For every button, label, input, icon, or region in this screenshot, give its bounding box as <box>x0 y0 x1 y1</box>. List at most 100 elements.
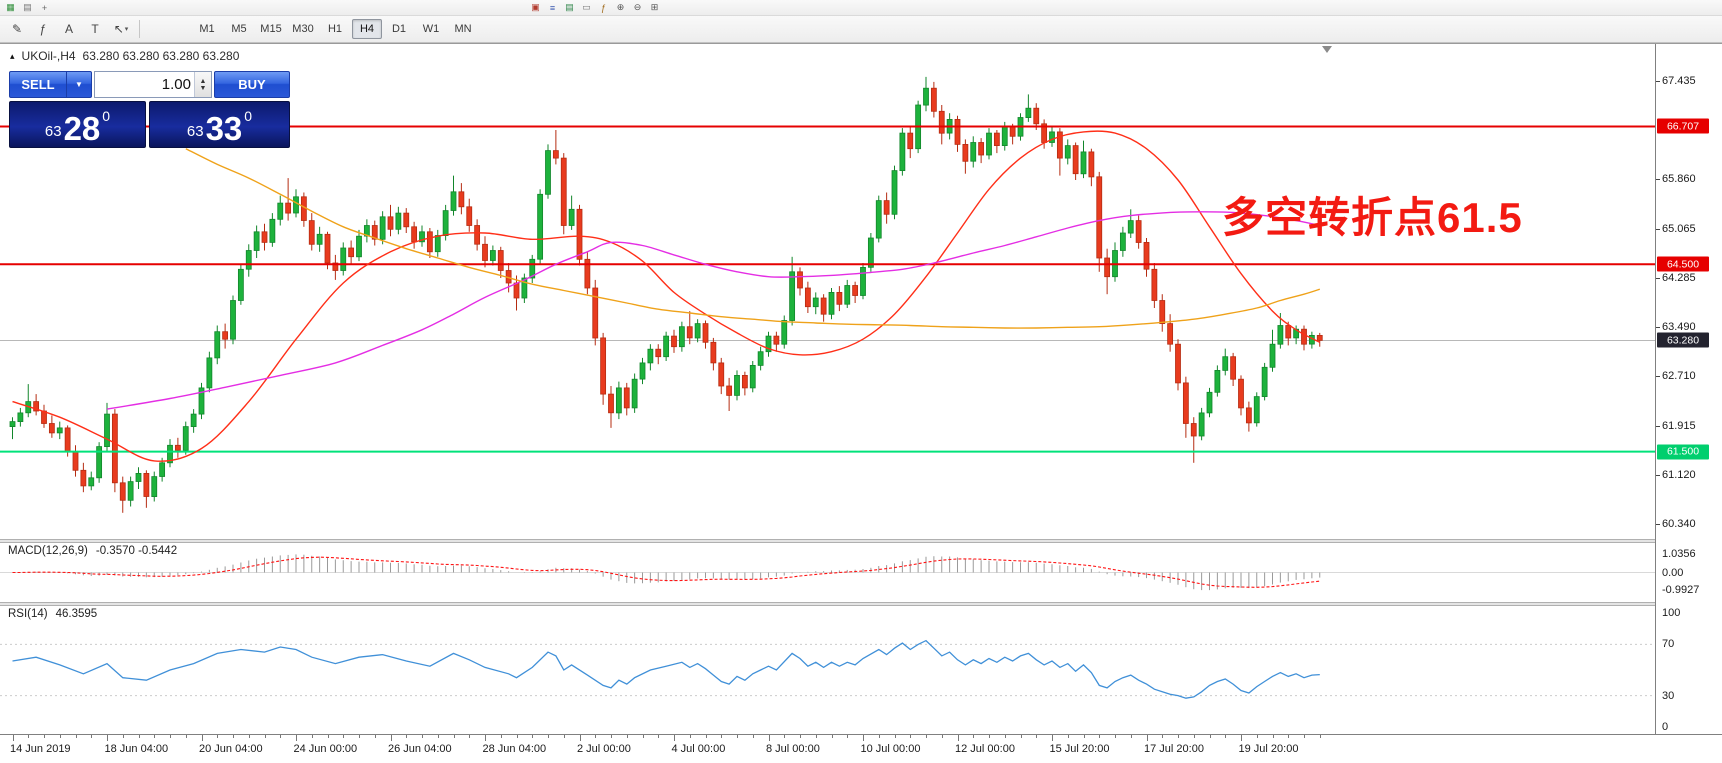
pointer-tool-icon[interactable]: ↖ ▾ <box>113 22 129 36</box>
ask-prefix: 63 <box>186 123 204 140</box>
time-major-tick <box>390 735 392 741</box>
zoom-in-icon[interactable]: ⊕ <box>616 2 625 12</box>
time-tick-label: 19 Jul 20:00 <box>1238 743 1299 755</box>
line-studies-group: ✎ ƒ A T ↖ ▾ <box>4 19 134 40</box>
timeframe-w1[interactable]: W1 <box>422 23 440 35</box>
time-minor-tick <box>563 735 565 738</box>
time-minor-tick <box>910 735 912 738</box>
time-minor-tick <box>1004 735 1006 738</box>
time-minor-tick <box>926 735 927 738</box>
time-minor-tick <box>469 735 471 738</box>
time-minor-tick <box>658 735 660 738</box>
rsi-tick-label: 70 <box>1662 638 1675 651</box>
chart-profiles-icon[interactable]: ▤ <box>23 2 32 12</box>
volume-spinner[interactable]: ▲ ▼ <box>194 72 211 97</box>
time-minor-tick <box>233 735 234 738</box>
zoom-out-icon[interactable]: ⊖ <box>633 2 642 12</box>
time-axis[interactable]: 14 Jun 2019 18 Jun 04:00 20 Jun 04:00 24 Ju… <box>0 734 1722 763</box>
time-major-tick <box>579 735 581 741</box>
time-tick-label: 12 Jul 00:00 <box>955 743 1015 755</box>
market-watch-icon[interactable]: ≡ <box>549 2 556 13</box>
price-level-label: 63.280 <box>1657 332 1709 348</box>
pane-separator[interactable] <box>0 602 1722 606</box>
spin-down-icon[interactable]: ▼ <box>199 84 207 92</box>
time-minor-tick <box>91 735 93 738</box>
time-minor-tick <box>721 735 723 738</box>
volume-input[interactable] <box>95 72 194 97</box>
trade-panel-dropdown-caret[interactable]: ▼ <box>67 71 92 98</box>
time-minor-tick <box>1304 735 1305 738</box>
tools-toolbar: ✎ ƒ A T ↖ ▾ M1 M5 M15 M30 H1 H4 D1 W1 MN <box>0 16 1722 43</box>
time-major-tick <box>674 735 675 741</box>
macd-indicator-canvas[interactable] <box>0 543 1655 602</box>
time-major-tick <box>1241 735 1242 741</box>
price-tick-label: 63.490 <box>1662 321 1696 334</box>
sell-button[interactable]: SELL <box>9 71 67 98</box>
price-level-label: 66.707 <box>1657 118 1709 134</box>
time-minor-tick <box>1067 735 1069 738</box>
timeframe-h1[interactable]: H1 <box>327 23 343 35</box>
time-minor-tick <box>1130 735 1132 738</box>
trade-controls-row: SELL ▼ ▲▼ BUY <box>9 71 290 98</box>
timeframe-bar: M1 M5 M15 M30 H1 H4 D1 W1 MN <box>191 19 479 39</box>
macd-title: MACD(12,26,9) <box>8 545 88 557</box>
time-minor-tick <box>1178 735 1179 738</box>
timeframe-m1[interactable]: M1 <box>199 23 215 35</box>
chart-shift-marker-icon[interactable] <box>1322 46 1332 53</box>
price-tick-label: 67.435 <box>1662 75 1696 87</box>
timeframe-m5[interactable]: M5 <box>231 23 247 35</box>
indicators-icon[interactable]: ƒ <box>600 2 606 13</box>
spin-up-icon[interactable]: ▲ <box>199 77 207 85</box>
pane-separator[interactable] <box>0 539 1722 543</box>
new-chart-icon[interactable]: ▦ <box>6 2 15 12</box>
time-minor-tick <box>1272 735 1274 738</box>
time-tick-label: 2 Jul 00:00 <box>577 743 631 755</box>
ma-slow-orange <box>185 148 1321 329</box>
time-minor-tick <box>973 735 975 738</box>
timeframe-m30[interactable]: M30 <box>292 23 314 35</box>
time-major-tick <box>957 735 959 741</box>
price-tick-mark <box>1656 425 1660 427</box>
time-minor-tick <box>170 735 171 738</box>
time-minor-tick <box>44 735 45 738</box>
price-tick-mark <box>1656 228 1660 230</box>
time-minor-tick <box>595 735 597 738</box>
time-minor-tick <box>642 735 644 738</box>
crosshair-icon[interactable]: + <box>41 2 48 13</box>
macd-values: -0.3570 -0.5442 <box>95 545 178 557</box>
time-minor-tick <box>75 735 77 738</box>
rsi-tick-label: 100 <box>1662 607 1681 619</box>
indicators-list-icon[interactable]: ƒ <box>39 22 47 36</box>
collapse-triangle-icon[interactable]: ▴ <box>10 50 15 61</box>
bid-prefix: 63 <box>44 123 62 140</box>
time-major-tick <box>296 735 297 741</box>
price-axis[interactable]: 67.435 65.860 65.065 64.285 63.490 62.710 61.9… <box>1655 44 1722 734</box>
buy-button[interactable]: BUY <box>214 71 290 98</box>
time-minor-tick <box>941 735 943 738</box>
price-tick-mark <box>1656 376 1660 378</box>
tile-windows-icon[interactable]: ⊞ <box>650 2 659 12</box>
text-tool-icon[interactable]: A <box>64 22 73 36</box>
time-major-tick <box>107 735 108 741</box>
volume-field-wrap: ▲▼ <box>94 71 212 98</box>
time-tick-label: 15 Jul 20:00 <box>1049 743 1110 755</box>
label-tool-icon[interactable]: T <box>91 22 99 36</box>
timeframe-m15[interactable]: M15 <box>260 23 282 35</box>
rsi-tick-label: 0 <box>1662 721 1669 733</box>
terminal-icon[interactable]: ▭ <box>582 2 591 12</box>
macd-tick-label: 1.0356 <box>1662 547 1696 560</box>
rsi-title: RSI(14) <box>8 608 48 620</box>
timeframe-mn[interactable]: MN <box>454 23 472 35</box>
standard-toolbar-mid-group: ▣ ≡ ▤ ▭ ƒ ⊕ ⊖ ⊞ <box>527 1 663 14</box>
timeframe-h4[interactable]: H4 <box>352 19 382 39</box>
rsi-indicator-canvas[interactable] <box>0 606 1655 734</box>
one-click-trading-panel: SELL ▼ ▲▼ BUY 63 28 0 63 33 0 <box>9 71 290 148</box>
macd-tick-label: 0.00 <box>1662 566 1684 579</box>
time-tick-label: 28 Jun 04:00 <box>482 743 547 755</box>
timeframe-d1[interactable]: D1 <box>391 23 407 35</box>
draw-tools-icon[interactable]: ✎ <box>11 22 23 36</box>
time-major-tick <box>1052 735 1053 741</box>
time-minor-tick <box>264 735 266 738</box>
navigator-icon[interactable]: ▤ <box>565 2 574 12</box>
new-order-icon[interactable]: ▣ <box>531 2 540 12</box>
